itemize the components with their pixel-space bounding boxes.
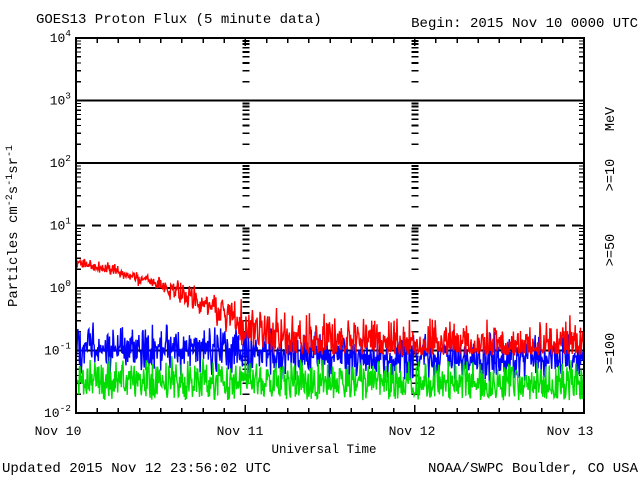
y-tick-label: 103 xyxy=(50,91,72,109)
plot-frame-rect xyxy=(75,37,585,414)
y-axis-tick-labels: 104 103 102 101 100 10-1 10-2 xyxy=(44,28,71,421)
x-axis-tick-labels: Nov 10 Nov 11 Nov 12 Nov 13 xyxy=(35,424,594,439)
begin-label: Begin: 2015 Nov 10 0000 UTC xyxy=(411,16,638,32)
x-tick-label: Nov 13 xyxy=(547,424,594,439)
legend-label-100mev: >=100 xyxy=(604,333,619,374)
y-tick-label: 100 xyxy=(50,278,72,296)
series-line-pp10 xyxy=(75,256,585,358)
legend-label-10mev: >=10 xyxy=(604,159,619,191)
credit-label: NOAA/SWPC Boulder, CO USA xyxy=(428,461,639,477)
legend-unit-label: MeV xyxy=(604,106,619,131)
x-tick-label: Nov 12 xyxy=(389,424,436,439)
x-tick-label: Nov 11 xyxy=(217,424,264,439)
y-tick-label: 10-1 xyxy=(44,341,71,359)
plot-frame xyxy=(75,37,585,414)
y-axis-title: Particles cm-2s-1sr-1 xyxy=(5,145,22,307)
y-tick-label: 104 xyxy=(50,28,72,46)
y-tick-label: 10-2 xyxy=(44,403,71,421)
legend-label-50mev: >=50 xyxy=(604,234,619,266)
chart-title: GOES13 Proton Flux (5 minute data) xyxy=(36,12,322,28)
updated-label: Updated 2015 Nov 12 23:56:02 UTC xyxy=(2,461,271,477)
series-line-pp50 xyxy=(75,322,585,384)
legend: MeV >=10 >=50 >=100 xyxy=(604,106,619,373)
series-line-pp100 xyxy=(75,356,585,401)
series-lines xyxy=(75,256,585,401)
x-tick-label: Nov 10 xyxy=(35,424,82,439)
y-tick-label: 101 xyxy=(50,216,72,234)
y-tick-label: 102 xyxy=(50,153,72,171)
x-axis-title: Universal Time xyxy=(271,443,376,457)
